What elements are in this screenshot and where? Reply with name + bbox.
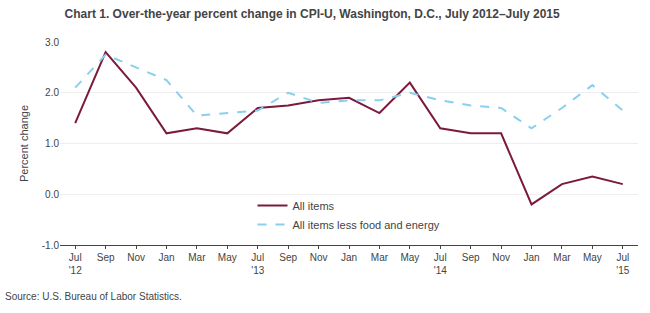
svg-text:Chart 1. Over-the-year percent: Chart 1. Over-the-year percent change in… bbox=[65, 7, 560, 21]
svg-text:Jan: Jan bbox=[341, 252, 357, 263]
svg-text:Jul'14: Jul'14 bbox=[434, 252, 447, 276]
svg-text:Jul'13: Jul'13 bbox=[251, 252, 264, 276]
svg-text:May: May bbox=[400, 252, 419, 263]
svg-text:Mar: Mar bbox=[188, 252, 206, 263]
svg-text:May: May bbox=[583, 252, 602, 263]
svg-text:Mar: Mar bbox=[371, 252, 389, 263]
svg-text:All items: All items bbox=[293, 200, 335, 212]
svg-text:Jan: Jan bbox=[158, 252, 174, 263]
svg-text:Nov: Nov bbox=[127, 252, 145, 263]
svg-text:-1.0: -1.0 bbox=[42, 240, 60, 251]
svg-text:3.0: 3.0 bbox=[45, 37, 59, 48]
svg-text:Nov: Nov bbox=[310, 252, 328, 263]
svg-text:Sep: Sep bbox=[97, 252, 115, 263]
svg-text:Jul'15: Jul'15 bbox=[616, 252, 629, 276]
svg-text:All items less food and energy: All items less food and energy bbox=[293, 219, 440, 231]
svg-text:0.0: 0.0 bbox=[45, 189, 59, 200]
svg-text:Nov: Nov bbox=[492, 252, 510, 263]
svg-text:May: May bbox=[218, 252, 237, 263]
svg-text:Jan: Jan bbox=[523, 252, 539, 263]
svg-text:2.0: 2.0 bbox=[45, 87, 59, 98]
svg-text:Jul'12: Jul'12 bbox=[69, 252, 82, 276]
svg-text:Source: U.S. Bureau of Labor S: Source: U.S. Bureau of Labor Statistics. bbox=[5, 291, 182, 302]
svg-text:Sep: Sep bbox=[462, 252, 480, 263]
svg-text:Sep: Sep bbox=[279, 252, 297, 263]
svg-text:Mar: Mar bbox=[553, 252, 571, 263]
svg-text:1.0: 1.0 bbox=[45, 138, 59, 149]
svg-text:Percent change: Percent change bbox=[18, 105, 30, 182]
